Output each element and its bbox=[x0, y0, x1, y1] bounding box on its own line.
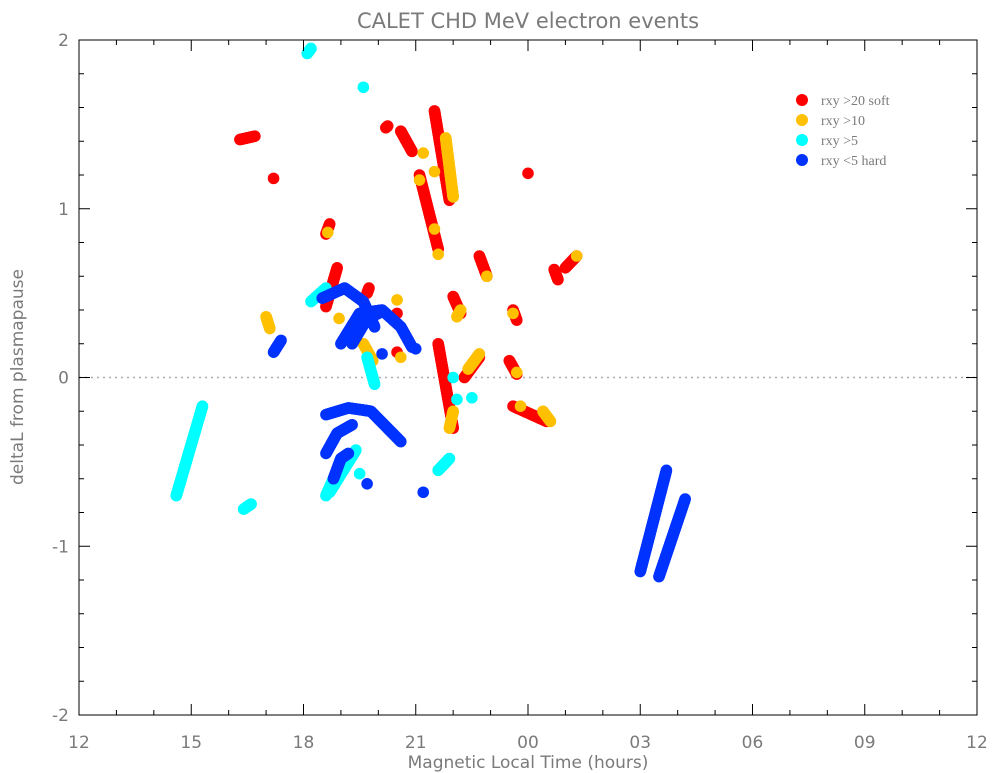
data-point bbox=[342, 447, 355, 460]
y-axis-label: deltaL from plasmapause bbox=[8, 269, 28, 485]
x-tick-label: 12 bbox=[966, 733, 988, 753]
legend-marker bbox=[796, 134, 808, 146]
data-point bbox=[406, 145, 418, 158]
data-point bbox=[264, 322, 276, 335]
data-point bbox=[660, 464, 673, 477]
data-point bbox=[249, 130, 261, 142]
x-axis-label: Magnetic Local Time (hours) bbox=[408, 753, 649, 773]
data-point bbox=[679, 493, 691, 505]
x-tick-label: 09 bbox=[854, 733, 876, 753]
legend-label: rxy >20 soft bbox=[821, 94, 890, 109]
data-point bbox=[447, 371, 459, 384]
series-2 bbox=[260, 132, 583, 477]
data-point bbox=[544, 415, 557, 428]
data-points bbox=[170, 42, 691, 583]
data-point bbox=[409, 343, 422, 355]
x-tick-label: 12 bbox=[68, 733, 90, 753]
data-point bbox=[381, 120, 394, 132]
data-point bbox=[372, 307, 385, 320]
x-tick-label: 18 bbox=[293, 733, 315, 753]
data-point bbox=[451, 393, 463, 406]
data-point bbox=[353, 467, 366, 480]
data-point bbox=[361, 478, 373, 490]
data-point bbox=[363, 282, 375, 294]
series-3 bbox=[170, 42, 478, 515]
data-point bbox=[443, 452, 456, 465]
data-point bbox=[466, 391, 478, 404]
legend-marker bbox=[796, 114, 808, 126]
series-1 bbox=[234, 105, 583, 434]
data-point bbox=[357, 81, 370, 94]
legend-label: rxy >10 bbox=[821, 114, 865, 129]
y-tick-label: -1 bbox=[52, 537, 69, 557]
y-tick-label: 2 bbox=[58, 31, 69, 51]
data-point bbox=[447, 191, 459, 203]
x-tick-label: 00 bbox=[517, 733, 539, 753]
data-point bbox=[552, 273, 564, 286]
x-tick-label: 15 bbox=[180, 733, 202, 753]
legend-label: rxy >5 bbox=[821, 134, 858, 149]
data-point bbox=[428, 165, 441, 178]
legend-label: rxy <5 hard bbox=[821, 154, 886, 169]
data-point bbox=[305, 42, 317, 55]
data-point bbox=[245, 498, 257, 510]
data-point bbox=[333, 312, 345, 325]
legend-marker bbox=[796, 154, 808, 166]
data-point bbox=[394, 435, 407, 448]
data-point bbox=[570, 250, 583, 262]
data-point bbox=[331, 262, 343, 274]
data-point bbox=[196, 400, 209, 412]
data-point bbox=[507, 307, 519, 320]
chart-title: CALET CHD MeV electron events bbox=[357, 9, 699, 33]
series-4 bbox=[267, 282, 691, 583]
y-tick-label: 1 bbox=[58, 200, 69, 220]
data-point bbox=[275, 334, 287, 347]
data-point bbox=[522, 167, 534, 180]
data-point bbox=[447, 405, 459, 418]
y-tick-label: -2 bbox=[52, 706, 69, 726]
data-point bbox=[510, 366, 523, 379]
legend-marker bbox=[796, 94, 808, 106]
data-point bbox=[346, 418, 358, 431]
data-point bbox=[432, 248, 445, 261]
data-point bbox=[481, 270, 493, 283]
data-point bbox=[417, 486, 430, 499]
x-tick-label: 06 bbox=[742, 733, 764, 753]
data-point bbox=[514, 400, 527, 412]
data-point bbox=[368, 378, 381, 391]
data-point bbox=[394, 351, 407, 364]
y-tick-label: 0 bbox=[58, 369, 69, 389]
data-point bbox=[376, 348, 388, 360]
data-point bbox=[391, 294, 403, 306]
legend: rxy >20 soft rxy >10 rxy >5 rxy <5 hard bbox=[796, 94, 890, 169]
data-point bbox=[368, 321, 381, 333]
data-point bbox=[413, 174, 426, 186]
axes bbox=[78, 39, 978, 716]
data-point bbox=[428, 223, 441, 235]
x-tick-label: 21 bbox=[405, 733, 427, 753]
data-point bbox=[454, 304, 467, 316]
data-point bbox=[417, 147, 430, 159]
data-point bbox=[473, 348, 486, 360]
x-tick-label: 03 bbox=[629, 733, 651, 753]
data-point bbox=[267, 172, 280, 185]
data-point bbox=[322, 226, 334, 239]
